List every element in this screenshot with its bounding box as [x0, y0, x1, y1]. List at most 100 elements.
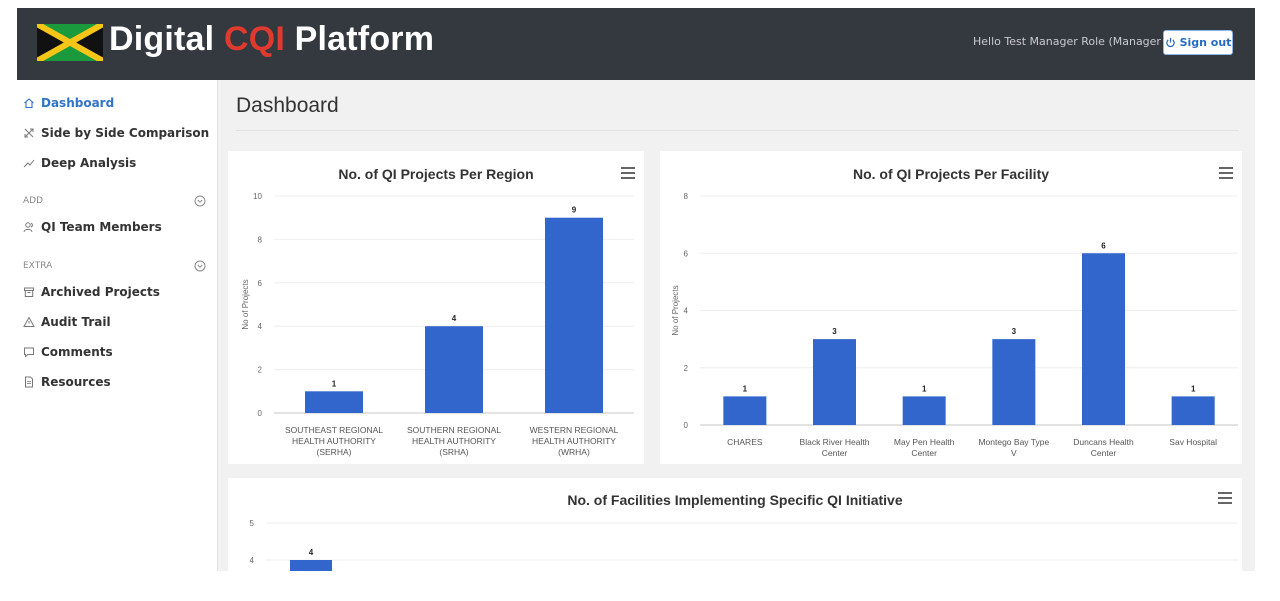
category-label: WESTERN REGIONAL [530, 425, 619, 435]
data-label: 4 [452, 314, 457, 323]
trend-icon [23, 159, 35, 168]
y-axis-title: No of Projects [671, 285, 680, 335]
data-label: 4 [309, 548, 314, 557]
title-divider [236, 130, 1239, 131]
category-label: May Pen Health [894, 437, 955, 447]
data-label: 1 [1191, 384, 1196, 393]
sidebar-item-dashboard[interactable]: Dashboard [23, 93, 114, 113]
power-icon [1165, 37, 1175, 48]
chart-title: No. of Facilities Implementing Specific … [567, 492, 903, 508]
chart-menu-icon[interactable] [1219, 167, 1233, 179]
y-tick-label: 2 [258, 366, 263, 375]
collapse-circle-icon[interactable] [194, 260, 206, 272]
jamaica-flag-logo [37, 24, 103, 61]
comment-icon [24, 347, 34, 358]
category-label: HEALTH AUTHORITY [412, 436, 496, 446]
category-label: (SRHA) [439, 447, 468, 457]
chart-menu-icon[interactable] [1218, 492, 1232, 504]
sidebar-item-label: Audit Trail [41, 315, 111, 329]
bar [992, 339, 1036, 425]
chart-panel-region: No. of QI Projects Per Region 0 2 4 6 8 10 No o… [228, 151, 644, 464]
chart-panel-facility: No. of QI Projects Per Facility 0 2 4 6 8 No o… [660, 151, 1242, 464]
archive-icon [24, 287, 34, 297]
category-label: V [1011, 448, 1017, 458]
page-title: Dashboard [236, 94, 339, 117]
sidebar-item-label: Comments [41, 345, 113, 359]
data-label: 1 [743, 384, 748, 393]
app-frame: Digital CQI Platform Hello Test Manager … [17, 8, 1255, 571]
category-label: Center [822, 448, 848, 458]
sidebar-item-label: QI Team Members [41, 220, 162, 234]
data-label: 6 [1101, 241, 1106, 250]
category-label: Black River Health [800, 437, 870, 447]
y-tick-label: 4 [258, 322, 263, 331]
sidebar-item-label: Dashboard [41, 96, 115, 110]
bar [305, 391, 363, 413]
bar [425, 326, 483, 413]
y-tick-label: 4 [684, 307, 689, 316]
warning-icon [23, 316, 35, 327]
brand-suffix: Platform [294, 20, 435, 58]
category-label: CHARES [727, 437, 763, 447]
chart-panel-initiative: No. of Facilities Implementing Specific … [228, 478, 1242, 571]
category-label: Duncans Health [1073, 437, 1134, 447]
users-icon [23, 222, 33, 233]
category-label: (WRHA) [558, 447, 590, 457]
brand-prefix: Digital [109, 20, 215, 58]
sign-out-label: Sign out [1179, 36, 1232, 49]
y-tick-label: 6 [258, 279, 263, 288]
y-tick-label: 5 [250, 519, 255, 528]
projects-per-region-chart: No. of QI Projects Per Region 0 2 4 6 8 10 No o… [241, 166, 634, 457]
sidebar-item-audit-trail[interactable]: Audit Trail [23, 312, 111, 332]
chart-menu-icon[interactable] [621, 167, 635, 179]
bar [290, 560, 332, 571]
category-label: SOUTHEAST REGIONAL [285, 425, 383, 435]
user-greeting: Hello Test Manager Role (Manager ) [973, 35, 1169, 48]
sidebar: Dashboard Side by Side Comparison Deep A… [17, 80, 218, 571]
y-tick-label: 8 [684, 192, 689, 201]
category-label: HEALTH AUTHORITY [292, 436, 376, 446]
sidebar-item-archived-projects[interactable]: Archived Projects [23, 282, 160, 302]
bar [723, 396, 767, 425]
sidebar-item-label: Side by Side Comparison [41, 126, 210, 140]
category-label: (SERHA) [317, 447, 352, 457]
chart-title: No. of QI Projects Per Facility [853, 166, 1049, 182]
bar [1171, 396, 1215, 425]
y-tick-label: 2 [684, 364, 689, 373]
category-label: SOUTHERN REGIONAL [407, 425, 501, 435]
y-tick-label: 0 [684, 421, 689, 430]
y-tick-label: 6 [684, 249, 689, 258]
y-tick-label: 10 [253, 192, 262, 201]
brand-accent: CQI [223, 20, 285, 58]
top-bar: Digital CQI Platform Hello Test Manager … [17, 8, 1255, 80]
projects-per-facility-chart: No. of QI Projects Per Facility 0 2 4 6 8 No o… [671, 166, 1238, 458]
bar [1082, 253, 1125, 425]
data-label: 9 [572, 206, 577, 215]
sidebar-item-label: Archived Projects [41, 285, 160, 299]
section-label-extra: EXTRA [23, 261, 53, 271]
data-label: 3 [1012, 327, 1017, 336]
category-label: Montego Bay Type [978, 437, 1049, 447]
expand-circle-icon[interactable] [194, 195, 206, 207]
bar [545, 217, 603, 413]
chart-title: No. of QI Projects Per Region [338, 166, 533, 182]
category-label: Center [911, 448, 937, 458]
y-tick-label: 8 [258, 235, 263, 244]
y-axis-title: No of Projects [241, 279, 250, 329]
sidebar-item-resources[interactable]: Resources [23, 372, 111, 392]
sign-out-button[interactable]: Sign out [1163, 30, 1233, 55]
sidebar-item-comments[interactable]: Comments [23, 342, 113, 362]
y-tick-label: 0 [258, 409, 263, 418]
facilities-per-initiative-chart: No. of Facilities Implementing Specific … [250, 492, 1238, 571]
document-icon [25, 376, 33, 388]
category-label: Center [1091, 448, 1117, 458]
category-label: HEALTH AUTHORITY [532, 436, 616, 446]
sidebar-item-side-by-side-comparison[interactable]: Side by Side Comparison [23, 123, 209, 143]
sidebar-item-qi-team-members[interactable]: QI Team Members [23, 217, 162, 237]
brand-title[interactable]: Digital CQI Platform [109, 20, 434, 59]
bar [813, 339, 856, 425]
section-label-add: ADD [23, 196, 44, 206]
sidebar-item-deep-analysis[interactable]: Deep Analysis [23, 153, 136, 173]
bar [902, 396, 946, 425]
y-tick-label: 4 [250, 556, 255, 565]
